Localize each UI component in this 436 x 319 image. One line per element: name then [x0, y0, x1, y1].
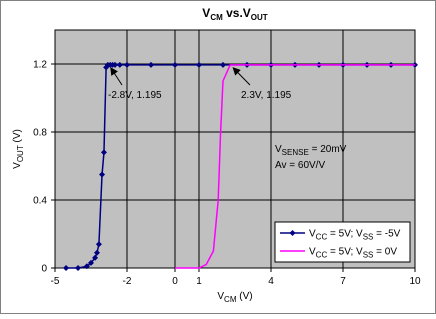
annotation: Av = 60V/V: [275, 160, 325, 171]
legend-label-part: CC: [316, 233, 328, 242]
point: [94, 249, 100, 256]
annotation: -2.8V, 1.195: [108, 90, 162, 101]
annotation-arrow: [232, 67, 251, 86]
legend-box: [274, 221, 411, 263]
x-tick-label: 0: [172, 276, 178, 287]
y-tick-label: 0: [41, 264, 47, 275]
annotation-part: V: [275, 144, 282, 155]
point: [92, 254, 99, 261]
legend-label-part: = 0V: [373, 247, 397, 258]
x-axis-label-part: V: [217, 291, 224, 302]
x-axis-label-part: CM: [224, 295, 237, 304]
legend-label-part: = 5V; V: [327, 247, 363, 258]
series-line: [175, 64, 415, 269]
legend-label: VCC = 5V; VSS = -5V: [309, 229, 401, 242]
y-tick-label: 1.2: [33, 60, 47, 71]
legend-label-part: CC: [316, 251, 328, 260]
legend-label-part: SS: [363, 251, 374, 260]
annotation-part: SENSE: [282, 148, 309, 157]
legend-label: VCC = 5V; VSS = 0V: [309, 247, 397, 260]
point: [88, 259, 94, 266]
point: [95, 241, 102, 248]
chart-title-part: vs.V: [223, 6, 251, 20]
point: [75, 265, 82, 271]
annotation: VSENSE = 20mV: [275, 144, 347, 157]
point: [99, 171, 106, 178]
chart-title-part: OUT: [251, 13, 268, 22]
point: [220, 61, 226, 68]
x-tick-label: 1: [196, 276, 202, 287]
point: [124, 61, 130, 68]
point: [100, 149, 107, 156]
y-tick-label: 0.4: [33, 196, 47, 207]
legend-label-part: SS: [363, 233, 374, 242]
point: [172, 61, 178, 68]
y-axis-label-part: (V): [12, 129, 23, 145]
point: [112, 61, 118, 68]
point: [116, 61, 123, 68]
x-axis-label: VCM (V): [217, 291, 252, 304]
x-tick-label: -5: [51, 276, 60, 287]
point: [148, 61, 154, 68]
annotation-arrow: [110, 67, 123, 86]
x-axis-label-part: (V): [237, 291, 253, 302]
legend-marker: [289, 230, 296, 236]
legend-label-part: V: [309, 229, 316, 240]
x-tick-label: 10: [409, 276, 421, 287]
y-tick-label: 0.8: [33, 128, 47, 139]
plot-border: [54, 29, 416, 269]
chart-title-part: CM: [210, 13, 223, 22]
chart-title: VCM vs.VOUT: [202, 6, 268, 22]
annotation: 2.3V, 1.195: [241, 90, 292, 101]
legend-label-part: = -5V: [373, 229, 400, 240]
y-axis-label-part: OUT: [16, 145, 25, 162]
chart-title-part: V: [202, 6, 210, 20]
x-tick-label: 7: [340, 276, 346, 287]
point: [63, 265, 70, 271]
x-tick-label: -2: [123, 276, 132, 287]
point: [83, 263, 90, 270]
annotation-part: = 20mV: [309, 144, 347, 155]
x-tick-label: 4: [268, 276, 274, 287]
y-axis-label: VOUT (V): [12, 129, 25, 169]
point: [196, 61, 202, 68]
legend-label-part: = 5V; V: [327, 229, 363, 240]
legend-label-part: V: [309, 247, 316, 258]
y-axis-label-part: V: [12, 162, 23, 169]
